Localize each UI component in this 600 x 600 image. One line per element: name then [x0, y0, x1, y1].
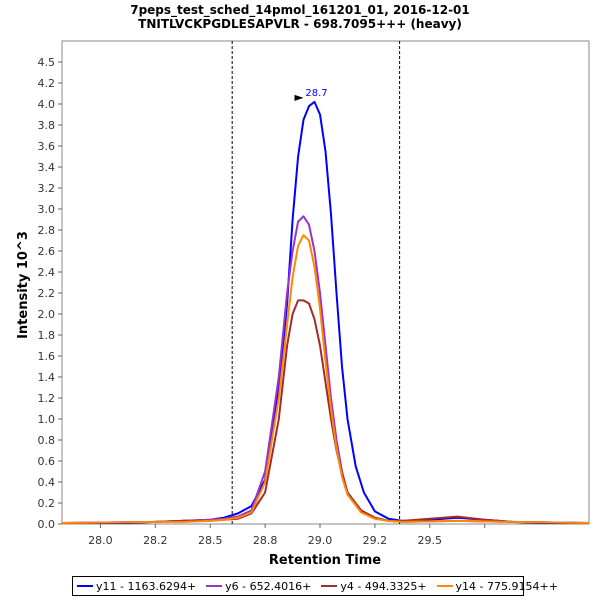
y-tick-label: 2.2	[38, 287, 56, 300]
x-tick-label: 28.8	[253, 534, 278, 547]
legend-swatch	[77, 585, 93, 587]
y-tick-label: 2.4	[38, 266, 56, 279]
legend-item: y14 - 775.9154++	[436, 579, 558, 593]
x-tick-label: 29.0	[308, 534, 333, 547]
legend: y11 - 1163.6294+ y6 - 652.4016+ y4 - 494.3…	[72, 576, 558, 596]
y-tick-label: 1.2	[38, 392, 56, 405]
y-axis-label: Intensity 10^3	[16, 231, 31, 339]
y-tick-label: 0.0	[38, 518, 56, 531]
legend-label: y4 - 494.3325+	[340, 579, 427, 593]
legend-item: y4 - 494.3325+	[321, 579, 427, 593]
y-tick-label: 3.8	[38, 119, 56, 132]
x-tick-label: 28.2	[143, 534, 168, 547]
chart-subtitle: TNITLVCKPGDLESAPVLR - 698.7095+++ (heavy…	[138, 17, 462, 31]
peak-marker-icon	[294, 94, 304, 101]
y-tick-label: 0.8	[38, 434, 56, 447]
x-axis-label: Retention Time	[269, 553, 381, 568]
y-tick-label: 1.6	[38, 350, 56, 363]
chart-title: 7peps_test_sched_14pmol_161201_01, 2016-…	[130, 3, 470, 17]
x-tick-label: 28.5	[198, 534, 223, 547]
legend-label: y14 - 775.9154++	[455, 579, 558, 593]
y-tick-label: 3.0	[38, 203, 56, 216]
y-tick-label: 4.0	[38, 98, 56, 111]
y-tick-label: 1.0	[38, 413, 56, 426]
legend-label: y11 - 1163.6294+	[96, 579, 197, 593]
series-line	[61, 234, 590, 524]
legend-item: y11 - 1163.6294+	[77, 580, 196, 593]
y-tick-label: 0.6	[38, 455, 56, 468]
y-tick-label: 0.2	[38, 497, 56, 510]
y-tick-label: 1.4	[38, 371, 56, 384]
plot-area	[61, 40, 590, 525]
legend-swatch	[321, 585, 338, 587]
legend-item: y6 - 652.4016+	[206, 580, 311, 593]
y-tick-label: 4.5	[38, 56, 56, 69]
y-tick-label: 1.8	[38, 329, 56, 342]
peak-label: 28.7	[305, 88, 327, 99]
x-tick-label: 29.5	[418, 534, 443, 547]
legend-swatch	[206, 585, 223, 587]
x-tick-label: 29.2	[363, 534, 388, 547]
y-tick-label: 3.2	[38, 182, 56, 195]
y-tick-label: 3.4	[38, 161, 56, 174]
y-tick-label: 2.8	[38, 224, 56, 237]
y-tick-label: 4.2	[38, 77, 56, 90]
legend-label: y6 - 652.4016+	[225, 579, 312, 593]
legend-swatch	[436, 585, 453, 587]
y-tick-label: 2.6	[38, 245, 56, 258]
y-tick-label: 0.4	[38, 476, 56, 489]
y-tick-label: 2.0	[38, 308, 56, 321]
x-tick-label: 28.0	[88, 534, 113, 547]
y-tick-label: 3.6	[38, 140, 56, 153]
